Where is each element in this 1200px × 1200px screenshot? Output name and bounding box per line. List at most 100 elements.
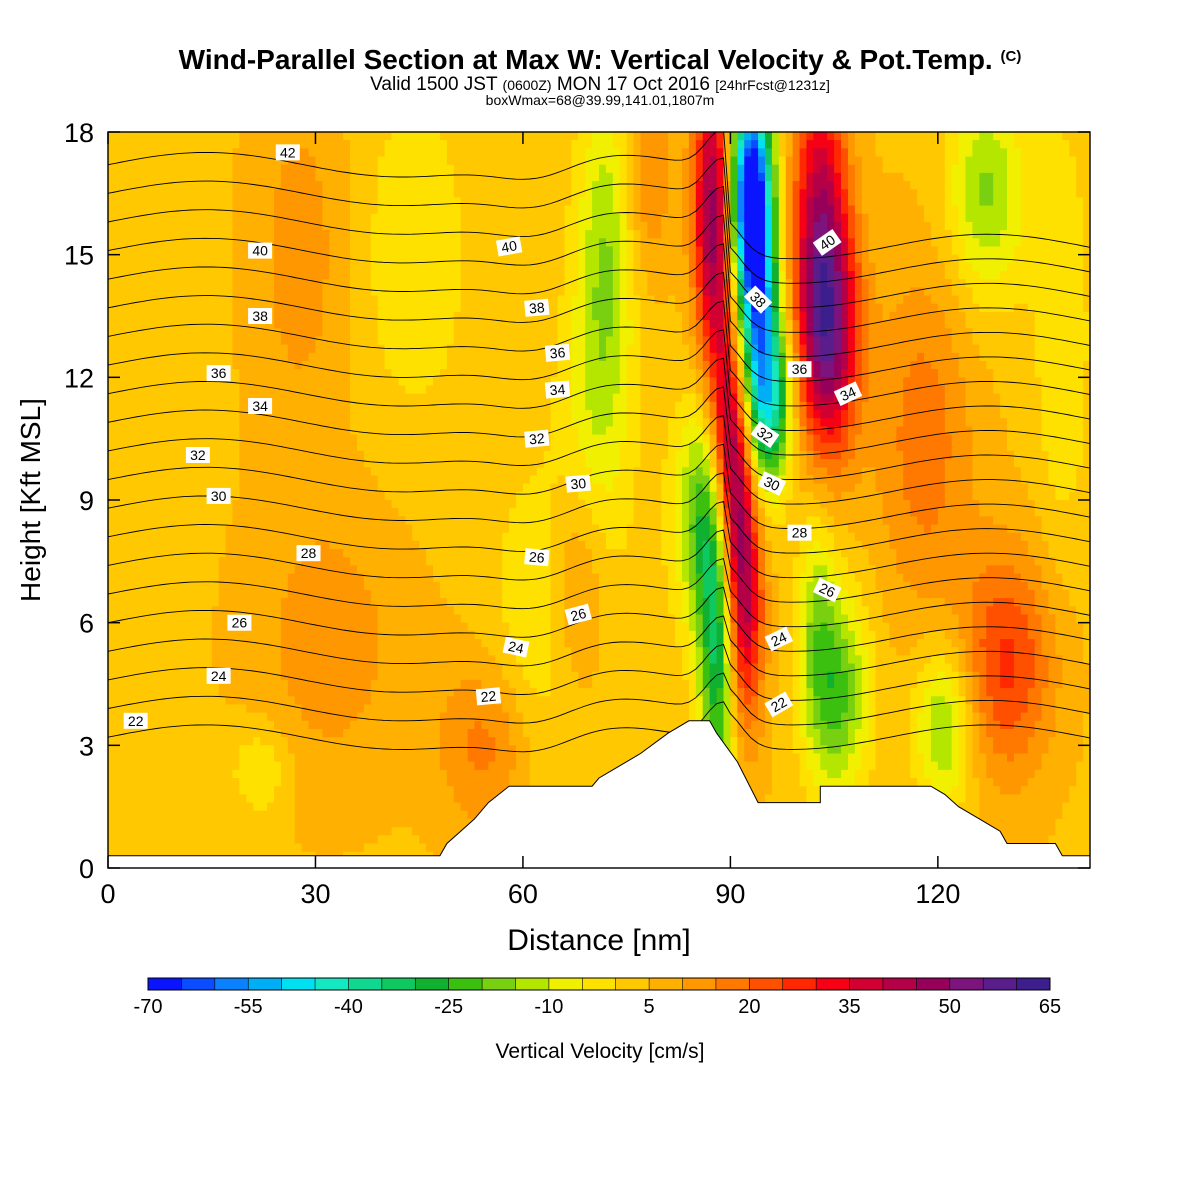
velocity-cell xyxy=(612,328,621,338)
velocity-cell xyxy=(529,230,538,239)
velocity-cell xyxy=(847,189,856,199)
velocity-cell xyxy=(135,156,144,166)
velocity-cell xyxy=(675,328,683,338)
velocity-cell xyxy=(1000,172,1008,182)
velocity-cell xyxy=(550,271,559,280)
velocity-cell xyxy=(163,189,171,199)
velocity-cell xyxy=(764,230,773,239)
velocity-cell xyxy=(509,230,517,239)
velocity-cell xyxy=(142,205,151,215)
velocity-cell xyxy=(253,221,261,231)
velocity-cell xyxy=(114,303,123,313)
velocity-cell xyxy=(1041,238,1050,248)
velocity-cell xyxy=(350,262,358,272)
velocity-cell xyxy=(1013,246,1022,256)
velocity-cell xyxy=(993,213,1001,223)
velocity-cell xyxy=(972,311,980,321)
velocity-cell xyxy=(239,336,247,346)
velocity-cell xyxy=(592,246,600,256)
velocity-cell xyxy=(702,271,711,280)
velocity-cell xyxy=(965,360,974,370)
velocity-cell xyxy=(536,320,545,329)
velocity-cell xyxy=(509,172,517,182)
velocity-cell xyxy=(785,205,794,215)
velocity-cell xyxy=(1055,132,1063,141)
velocity-cell xyxy=(197,393,206,403)
velocity-cell xyxy=(1062,148,1070,158)
velocity-cell xyxy=(280,279,289,288)
velocity-cell xyxy=(716,189,725,199)
velocity-cell xyxy=(730,230,738,239)
velocity-cell xyxy=(315,271,323,280)
velocity-cell xyxy=(737,287,745,297)
velocity-cell xyxy=(1000,189,1008,199)
velocity-cell xyxy=(1076,156,1084,166)
velocity-cell xyxy=(543,197,552,207)
velocity-cell xyxy=(426,238,434,248)
velocity-cell xyxy=(453,132,462,141)
velocity-cell xyxy=(605,148,614,158)
velocity-cell xyxy=(488,230,496,239)
velocity-cell xyxy=(903,336,911,346)
velocity-cell xyxy=(453,246,462,256)
velocity-cell xyxy=(412,156,420,166)
velocity-cell xyxy=(294,311,303,321)
velocity-cell xyxy=(363,189,372,199)
velocity-cell xyxy=(467,189,476,199)
velocity-cell xyxy=(1020,393,1029,403)
velocity-cell xyxy=(253,336,261,346)
velocity-cell xyxy=(336,279,344,288)
velocity-cell xyxy=(128,172,137,182)
velocity-cell xyxy=(370,352,379,362)
velocity-cell xyxy=(384,336,393,346)
velocity-cell xyxy=(211,221,220,231)
velocity-cell xyxy=(377,205,386,215)
velocity-cell xyxy=(343,156,351,166)
velocity-cell xyxy=(405,385,413,395)
velocity-cell xyxy=(619,393,628,403)
velocity-cell xyxy=(246,148,254,158)
velocity-cell xyxy=(128,393,137,403)
velocity-cell xyxy=(771,401,780,411)
velocity-cell xyxy=(675,360,683,370)
velocity-cell xyxy=(163,140,171,149)
velocity-cell xyxy=(439,262,448,272)
velocity-cell xyxy=(177,238,185,248)
velocity-cell xyxy=(578,140,586,149)
velocity-cell xyxy=(273,156,282,166)
velocity-cell xyxy=(308,221,317,231)
velocity-cell xyxy=(467,205,476,215)
velocity-cell xyxy=(343,197,351,207)
velocity-cell xyxy=(771,410,780,419)
velocity-cell xyxy=(965,369,974,378)
velocity-cell xyxy=(329,336,337,346)
velocity-cell xyxy=(737,181,745,190)
velocity-cell xyxy=(889,156,897,166)
velocity-cell xyxy=(543,140,552,149)
velocity-cell xyxy=(267,352,275,362)
velocity-cell xyxy=(799,295,808,305)
velocity-cell xyxy=(170,344,178,354)
velocity-cell xyxy=(308,377,317,387)
velocity-cell xyxy=(121,205,130,215)
velocity-cell xyxy=(108,320,116,329)
velocity-cell xyxy=(135,418,144,427)
velocity-cell xyxy=(232,140,240,149)
velocity-cell xyxy=(253,410,261,419)
velocity-cell xyxy=(834,336,842,346)
velocity-cell xyxy=(903,213,911,223)
velocity-cell xyxy=(917,148,925,158)
velocity-cell xyxy=(1027,385,1036,395)
velocity-cell xyxy=(267,344,275,354)
velocity-cell xyxy=(875,328,884,338)
velocity-cell xyxy=(758,148,766,158)
velocity-cell xyxy=(211,279,220,288)
velocity-cell xyxy=(681,238,690,248)
velocity-cell xyxy=(896,181,904,190)
velocity-cell xyxy=(813,246,821,256)
velocity-cell xyxy=(668,172,676,182)
velocity-cell xyxy=(142,303,151,313)
velocity-cell xyxy=(1027,287,1036,297)
velocity-cell xyxy=(557,230,566,239)
velocity-cell xyxy=(854,140,863,149)
